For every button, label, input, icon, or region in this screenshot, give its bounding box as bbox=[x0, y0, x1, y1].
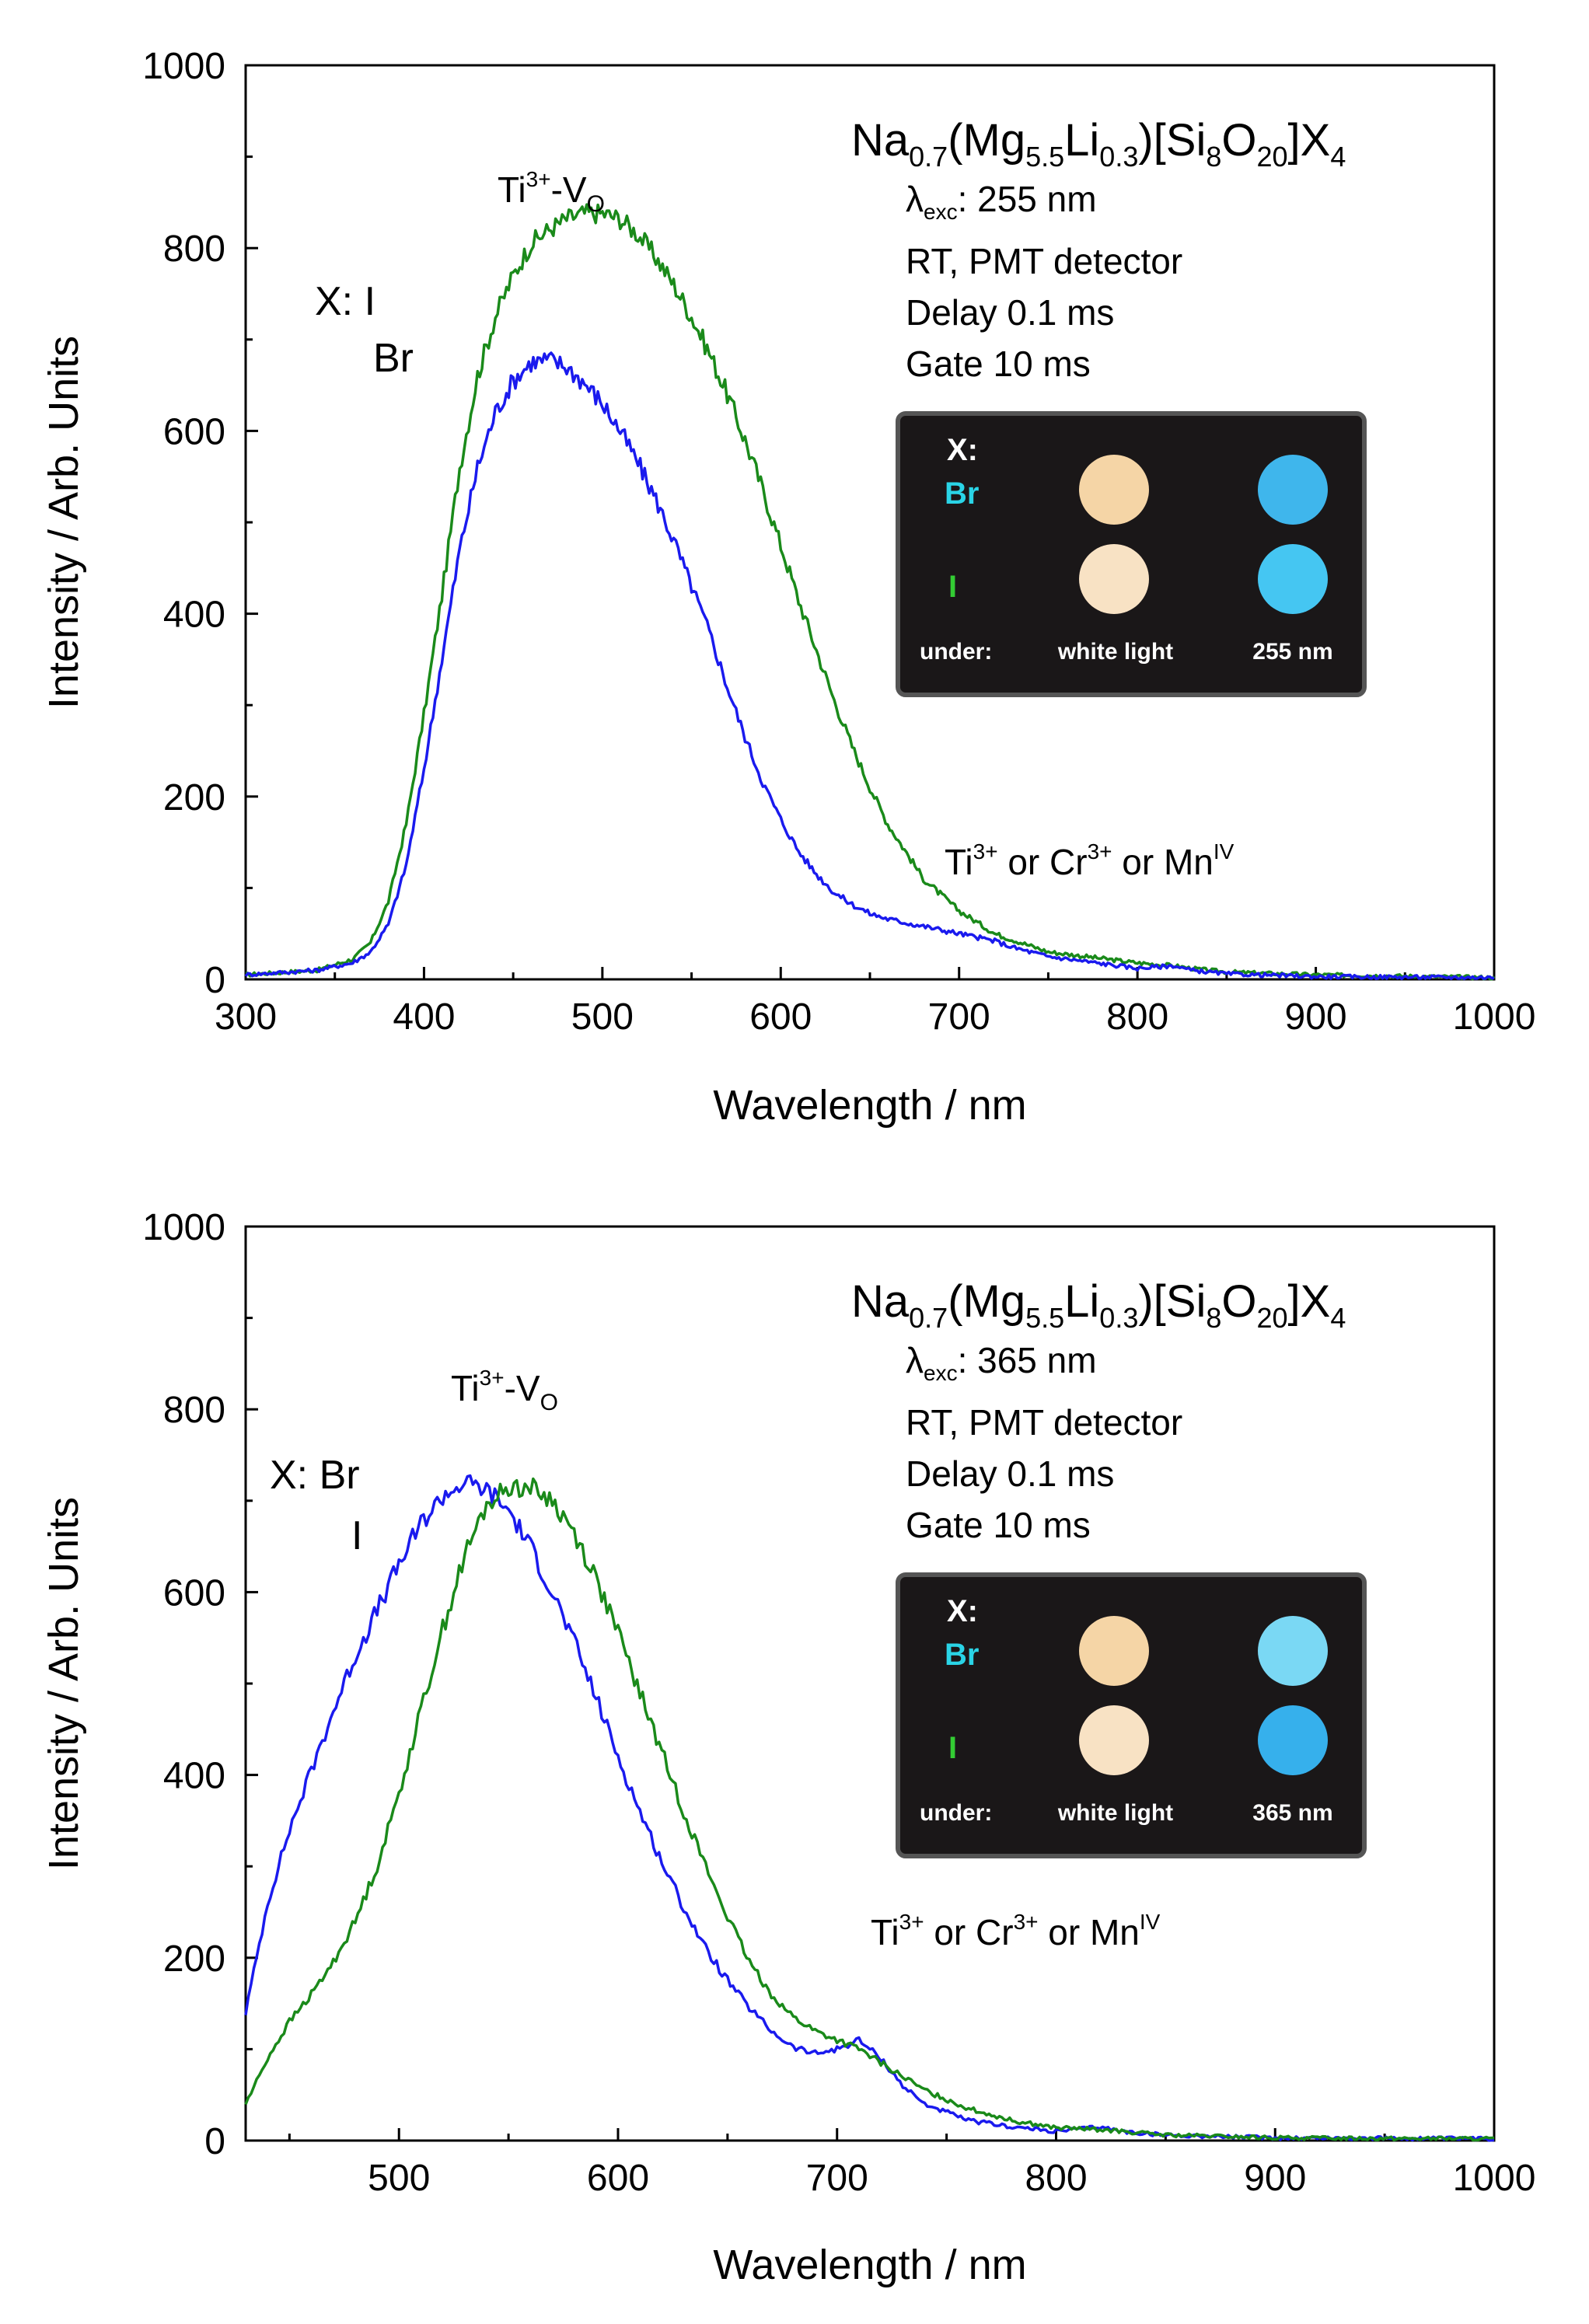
bottom-ticks: 500 600 700 800 900 1000 0 200 400 600 800 1000 bbox=[142, 1207, 1535, 2199]
bottom-condition-delay: Delay 0.1 ms bbox=[906, 1453, 1114, 1494]
top-peak-label: Ti3+-VO bbox=[498, 167, 605, 217]
top-condition-gate: Gate 10 ms bbox=[906, 344, 1091, 384]
bottom-y-tick-label-0: 0 bbox=[204, 2121, 225, 2162]
bottom-excitation: λexc: 365 nm bbox=[906, 1340, 1097, 1385]
top-inset-under-label: under: bbox=[920, 639, 992, 665]
bottom-inset-br-white-light-sample bbox=[1079, 1616, 1149, 1686]
top-x-tick-label-600: 600 bbox=[749, 996, 812, 1038]
top-inset-i-label: I bbox=[948, 570, 957, 604]
top-condition-detector: RT, PMT detector bbox=[906, 241, 1182, 281]
top-x-tick-label-700: 700 bbox=[928, 996, 990, 1038]
bottom-y-tick-label-200: 200 bbox=[163, 1938, 225, 1980]
bottom-series-i-line bbox=[244, 1477, 1494, 2142]
top-x-tick-label-800: 800 bbox=[1106, 996, 1168, 1038]
bottom-y-tick-label-400: 400 bbox=[163, 1756, 225, 1797]
top-x-tick-label-1000: 1000 bbox=[1453, 996, 1536, 1038]
bottom-inset-br-uv-sample bbox=[1258, 1616, 1328, 1686]
bottom-impurity-label: Ti3+ or Cr3+ or MnIV bbox=[871, 1910, 1161, 1952]
top-inset-i-uv-sample bbox=[1258, 544, 1328, 614]
bottom-x-tick-label-1000: 1000 bbox=[1453, 2158, 1536, 2199]
top-condition-delay: Delay 0.1 ms bbox=[906, 292, 1114, 333]
bottom-x-tick-label-500: 500 bbox=[368, 2158, 430, 2199]
top-y-tick-label-400: 400 bbox=[163, 595, 225, 636]
bottom-x-tick-label-900: 900 bbox=[1244, 2158, 1306, 2199]
bottom-series-br-line bbox=[244, 1474, 1495, 2142]
bottom-condition-gate: Gate 10 ms bbox=[906, 1505, 1091, 1545]
bottom-inset-header: X: bbox=[947, 1594, 978, 1628]
top-x-tick-label-400: 400 bbox=[393, 996, 455, 1038]
bottom-x-axis-title: Wavelength / nm bbox=[713, 2242, 1026, 2288]
bottom-x-tick-label-600: 600 bbox=[587, 2158, 649, 2199]
top-inset-header: X: bbox=[947, 433, 978, 467]
bottom-chart: 500 600 700 800 900 1000 0 200 400 600 800 1000 Wav… bbox=[40, 1207, 1535, 2288]
top-inset-white-light-label: white light bbox=[1057, 639, 1173, 665]
top-excitation: λexc: 255 nm bbox=[906, 179, 1097, 224]
top-inset-br-uv-sample bbox=[1258, 455, 1328, 525]
bottom-inset-white-light-label: white light bbox=[1057, 1800, 1173, 1826]
bottom-y-tick-label-1000: 1000 bbox=[142, 1207, 225, 1248]
top-formula: Na0.7(Mg5.5Li0.3)[Si8O20]X4 bbox=[851, 115, 1346, 173]
top-impurity-label: Ti3+ or Cr3+ or MnIV bbox=[945, 839, 1235, 882]
top-ticks: 300 400 500 600 700 800 900 1000 0 200 400 600 800 10… bbox=[142, 46, 1535, 1038]
top-inset-br-label: Br bbox=[945, 476, 979, 511]
top-legend-i: X: I bbox=[315, 279, 375, 324]
bottom-y-tick-label-600: 600 bbox=[163, 1572, 225, 1614]
top-x-axis-title: Wavelength / nm bbox=[713, 1082, 1026, 1129]
bottom-inset-i-label: I bbox=[948, 1731, 957, 1765]
bottom-series bbox=[244, 1474, 1495, 2142]
top-x-tick-label-300: 300 bbox=[215, 996, 277, 1038]
bottom-x-tick-label-700: 700 bbox=[806, 2158, 868, 2199]
top-x-tick-label-900: 900 bbox=[1285, 996, 1347, 1038]
bottom-legend-i: I bbox=[351, 1513, 362, 1558]
bottom-inset-i-uv-sample bbox=[1258, 1705, 1328, 1775]
top-series-br-line bbox=[244, 351, 1495, 981]
bottom-inset-uv-label: 365 nm bbox=[1252, 1800, 1332, 1826]
bottom-peak-label: Ti3+-VO bbox=[451, 1366, 558, 1415]
bottom-inset-photo: X: Br I under: white light 365 nm bbox=[896, 1572, 1367, 1858]
bottom-condition-detector: RT, PMT detector bbox=[906, 1402, 1182, 1443]
top-x-tick-label-500: 500 bbox=[571, 996, 634, 1038]
top-legend-br: Br bbox=[373, 336, 414, 381]
top-y-tick-label-0: 0 bbox=[204, 960, 225, 1001]
bottom-y-axis-title: Intensity / Arb. Units bbox=[40, 1497, 87, 1870]
bottom-y-tick-label-800: 800 bbox=[163, 1390, 225, 1431]
bottom-formula: Na0.7(Mg5.5Li0.3)[Si8O20]X4 bbox=[851, 1276, 1346, 1334]
top-chart: 300 400 500 600 700 800 900 1000 0 200 400 600 800 10… bbox=[40, 46, 1535, 1129]
top-inset-uv-label: 255 nm bbox=[1252, 639, 1332, 665]
bottom-inset-br-label: Br bbox=[945, 1638, 979, 1672]
top-y-tick-label-200: 200 bbox=[163, 777, 225, 818]
top-y-tick-label-800: 800 bbox=[163, 229, 225, 270]
top-series bbox=[244, 203, 1496, 981]
bottom-inset-i-white-light-sample bbox=[1079, 1705, 1149, 1775]
bottom-inset-under-label: under: bbox=[920, 1800, 992, 1826]
top-y-axis-title: Intensity / Arb. Units bbox=[40, 336, 87, 709]
bottom-x-tick-label-800: 800 bbox=[1025, 2158, 1087, 2199]
top-y-tick-label-600: 600 bbox=[163, 411, 225, 452]
top-inset-i-white-light-sample bbox=[1079, 544, 1149, 614]
top-y-tick-label-1000: 1000 bbox=[142, 46, 225, 87]
bottom-legend-br: X: Br bbox=[270, 1453, 360, 1498]
top-inset-br-white-light-sample bbox=[1079, 455, 1149, 525]
top-inset-photo: X: Br I under: white light 255 nm bbox=[896, 411, 1367, 697]
